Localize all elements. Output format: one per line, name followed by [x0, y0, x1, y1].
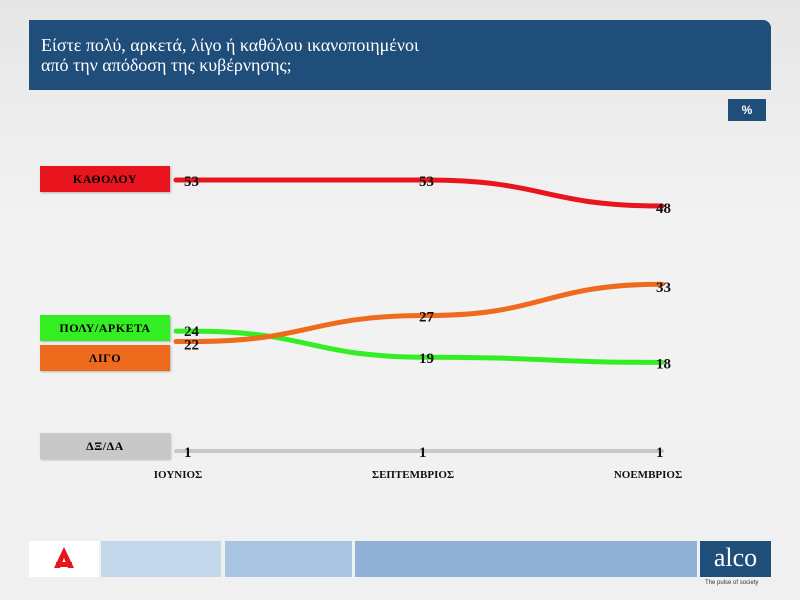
x-tick-label-3: ΝΟΕΜΒΡΙΟΣ [614, 469, 682, 481]
data-label-dk-na-1: 1 [184, 445, 192, 461]
chart-title: Είστε πολύ, αρκετά, λίγο ή καθόλου ικανο… [41, 35, 741, 75]
x-tick-label-2: ΣΕΠΤΕΜΒΡΙΟΣ [372, 469, 454, 481]
legend-label-poly-arketa: ΠΟΛΥ/ΑΡΚΕΤΑ [40, 315, 170, 341]
alco-logo: alco [700, 541, 771, 577]
footer-strip-1 [101, 541, 221, 577]
title-line-2: από την απόδοση της κυβέρνησης; [41, 55, 292, 75]
legend-label-dk-na: ΔΞ/ΔΑ [40, 433, 170, 459]
footer-strip-3 [355, 541, 697, 577]
data-label-poly-arketa-1: 24 [184, 324, 200, 340]
data-label-katholou-3: 48 [656, 201, 671, 217]
alpha-logo-box [29, 541, 99, 577]
data-label-poly-arketa-2: 19 [419, 351, 434, 367]
footer-strip-2 [225, 541, 352, 577]
legend-label-ligo: ΛΙΓΟ [40, 345, 170, 371]
data-label-dk-na-3: 1 [656, 445, 664, 461]
title-banner: Είστε πολύ, αρκετά, λίγο ή καθόλου ικανο… [29, 20, 771, 90]
data-label-katholou-1: 53 [184, 174, 199, 190]
data-label-ligo-2: 27 [419, 310, 435, 326]
data-label-dk-na-2: 1 [419, 445, 427, 461]
series-line-katholou [173, 177, 665, 209]
data-label-ligo-3: 33 [656, 280, 671, 296]
data-label-poly-arketa-3: 18 [656, 356, 671, 372]
title-line-1: Είστε πολύ, αρκετά, λίγο ή καθόλου ικανο… [41, 35, 419, 55]
alpha-logo-icon [54, 547, 74, 568]
unit-badge: % [728, 99, 766, 121]
data-label-ligo-1: 22 [184, 338, 199, 354]
legend-label-katholou: ΚΑΘΟΛΟΥ [40, 166, 170, 192]
series-line-ligo [173, 281, 665, 345]
alco-tagline: The pulse of society [705, 580, 759, 586]
data-label-katholou-2: 53 [419, 174, 434, 190]
x-tick-label-1: ΙΟΥΝΙΟΣ [154, 469, 202, 481]
